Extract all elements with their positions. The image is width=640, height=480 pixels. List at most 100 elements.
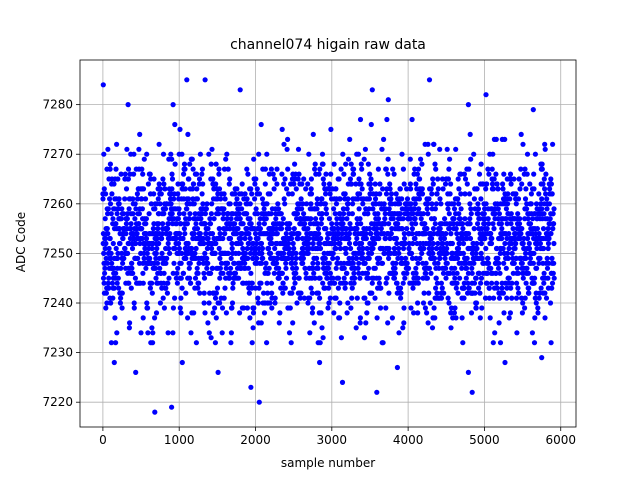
data-point [269, 305, 275, 311]
data-point [454, 270, 460, 276]
data-point [201, 240, 207, 247]
data-point [131, 171, 137, 177]
data-point [155, 226, 161, 232]
data-point [206, 330, 212, 336]
data-point [474, 245, 480, 252]
data-point [188, 330, 194, 336]
data-point [317, 240, 323, 247]
data-point [549, 285, 555, 291]
data-point [230, 280, 236, 286]
data-point [301, 176, 307, 182]
data-point [434, 280, 440, 286]
outlier-point [539, 355, 545, 361]
data-point [140, 186, 147, 192]
data-point [179, 151, 185, 157]
data-point [409, 116, 415, 123]
data-point [202, 221, 208, 227]
data-point [503, 206, 509, 212]
data-point [236, 211, 242, 217]
data-point [201, 270, 207, 276]
data-point [105, 146, 111, 152]
data-point [326, 216, 332, 222]
data-point [349, 295, 355, 301]
data-point [317, 275, 323, 281]
data-point [442, 216, 448, 222]
data-point [259, 196, 266, 202]
data-point [329, 221, 335, 227]
data-point [115, 250, 121, 256]
data-point [536, 231, 542, 237]
data-point [488, 265, 494, 271]
data-point [161, 181, 167, 187]
data-point [316, 231, 322, 237]
data-point [549, 280, 556, 286]
data-point [506, 245, 512, 252]
data-point [433, 166, 439, 172]
data-point [528, 201, 534, 207]
data-point [508, 181, 514, 187]
data-point [432, 206, 438, 212]
data-point [382, 221, 388, 227]
data-point [170, 330, 176, 336]
data-point [531, 171, 537, 177]
data-point [227, 201, 233, 207]
data-point [377, 305, 384, 311]
data-point [431, 216, 437, 222]
data-point [384, 116, 390, 123]
data-point [172, 121, 178, 128]
data-point [522, 166, 528, 172]
data-point [101, 280, 107, 286]
data-point [382, 206, 389, 212]
data-point [435, 186, 441, 192]
data-point [430, 181, 436, 187]
data-point [311, 270, 317, 276]
data-point [376, 275, 382, 281]
data-point [366, 196, 372, 202]
plot-frame [79, 59, 577, 428]
data-point [368, 250, 375, 256]
data-point [265, 290, 271, 296]
data-point [517, 186, 523, 192]
data-point [362, 260, 368, 266]
data-point [293, 250, 299, 256]
data-point [285, 136, 291, 142]
outlier-point [184, 77, 190, 83]
data-point [260, 255, 266, 261]
data-point [239, 231, 245, 237]
data-point [354, 235, 360, 242]
data-point [126, 280, 132, 286]
data-point [393, 191, 399, 197]
data-point [358, 181, 364, 187]
data-point [478, 250, 484, 256]
data-point [155, 196, 161, 202]
outlier-point [426, 77, 433, 83]
data-point [213, 181, 219, 187]
data-point [486, 171, 492, 177]
data-point [468, 206, 474, 212]
data-point [363, 235, 369, 242]
data-point [443, 231, 449, 237]
data-point [381, 201, 387, 207]
data-point [170, 270, 176, 276]
data-point [448, 325, 454, 331]
data-point [545, 226, 551, 232]
data-point [460, 226, 466, 232]
data-point [303, 186, 309, 192]
data-point [491, 226, 497, 232]
data-point [157, 265, 163, 271]
data-point [193, 221, 199, 227]
data-point [348, 245, 354, 252]
data-point [517, 216, 523, 222]
data-point [334, 255, 341, 261]
data-point [385, 320, 391, 326]
data-point [184, 206, 190, 212]
data-point [315, 265, 321, 271]
data-point [459, 315, 465, 321]
data-point [227, 176, 233, 182]
data-point [365, 300, 371, 306]
data-point [466, 191, 473, 197]
data-point [474, 186, 480, 192]
data-point [384, 275, 390, 281]
data-point [263, 260, 269, 266]
data-point [350, 260, 356, 266]
